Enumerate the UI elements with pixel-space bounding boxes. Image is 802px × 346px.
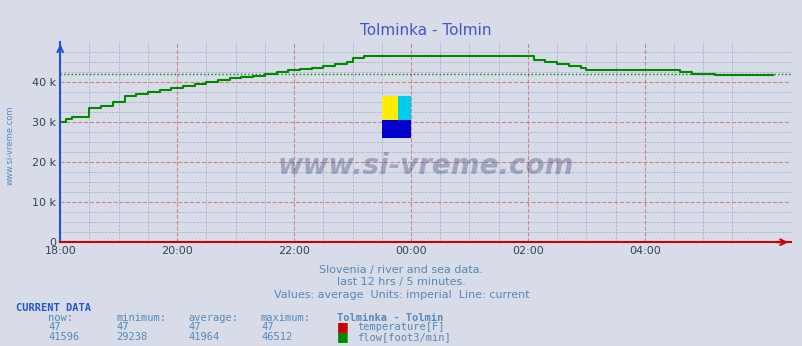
Title: Tolminka - Tolmin: Tolminka - Tolmin (359, 22, 491, 38)
Text: Values: average  Units: imperial  Line: current: Values: average Units: imperial Line: cu… (273, 290, 529, 300)
Text: CURRENT DATA: CURRENT DATA (16, 303, 91, 313)
Text: ■: ■ (337, 320, 349, 334)
Text: last 12 hrs / 5 minutes.: last 12 hrs / 5 minutes. (337, 277, 465, 288)
Text: minimum:: minimum: (116, 313, 166, 323)
Text: average:: average: (188, 313, 238, 323)
Text: flow[foot3/min]: flow[foot3/min] (357, 332, 451, 342)
Text: Slovenia / river and sea data.: Slovenia / river and sea data. (319, 265, 483, 275)
FancyBboxPatch shape (381, 120, 411, 138)
Text: now:: now: (48, 313, 73, 323)
Text: 46512: 46512 (261, 332, 292, 342)
Text: temperature[F]: temperature[F] (357, 322, 444, 333)
FancyBboxPatch shape (397, 96, 411, 122)
Text: 41596: 41596 (48, 332, 79, 342)
Text: www.si-vreme.com: www.si-vreme.com (6, 106, 15, 185)
Text: 41964: 41964 (188, 332, 220, 342)
Text: 47: 47 (116, 322, 129, 333)
Text: Tolminka - Tolmin: Tolminka - Tolmin (337, 313, 443, 323)
Text: 29238: 29238 (116, 332, 148, 342)
FancyBboxPatch shape (381, 96, 397, 122)
Text: 47: 47 (261, 322, 273, 333)
Text: 47: 47 (48, 322, 61, 333)
Text: www.si-vreme.com: www.si-vreme.com (277, 152, 573, 180)
Text: ■: ■ (337, 330, 349, 343)
Text: maximum:: maximum: (261, 313, 310, 323)
Text: 47: 47 (188, 322, 201, 333)
